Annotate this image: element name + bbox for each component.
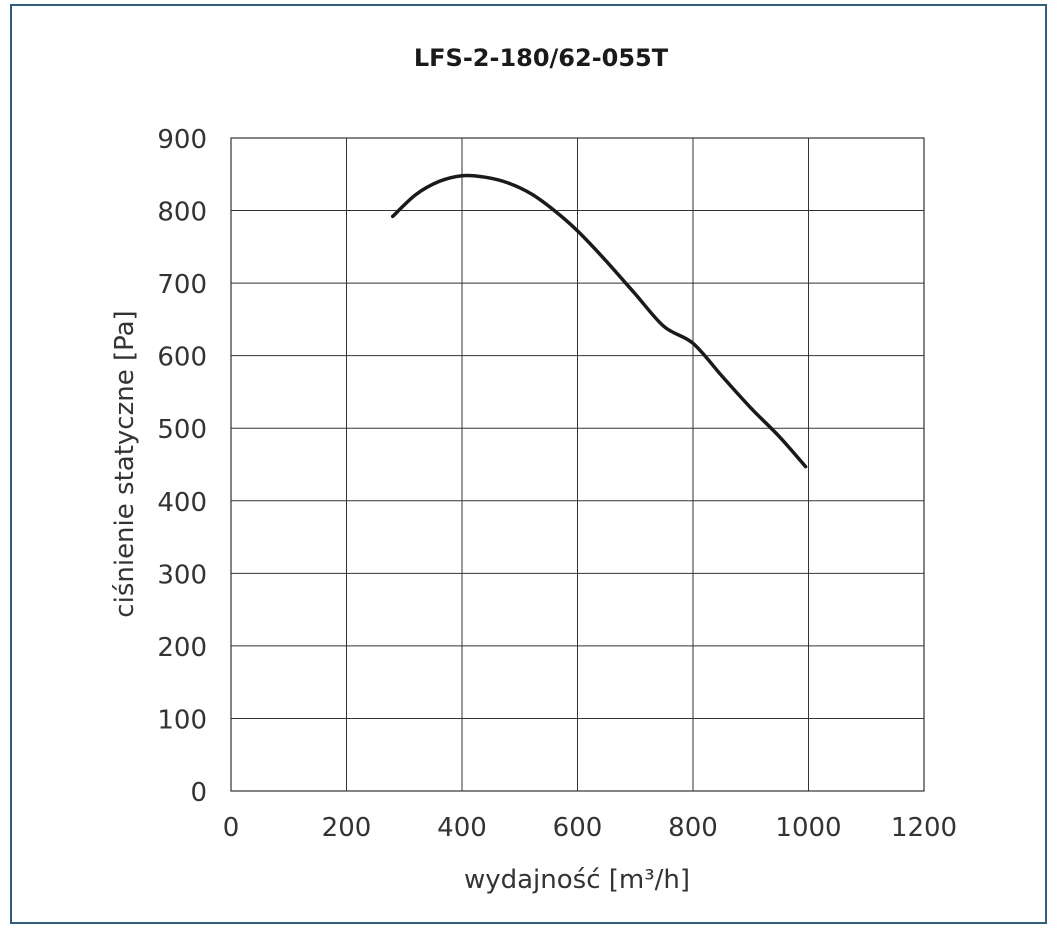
y-tick-label-400: 400 xyxy=(157,488,207,518)
y-tick-label-700: 700 xyxy=(157,270,207,300)
x-tick-label-1200: 1200 xyxy=(891,813,957,843)
x-tick-label-1000: 1000 xyxy=(775,813,841,843)
y-tick-label-500: 500 xyxy=(157,415,207,445)
plot-area-border xyxy=(230,137,925,792)
y-tick-label-600: 600 xyxy=(157,343,207,373)
x-tick-label-800: 800 xyxy=(668,813,718,843)
x-tick-label-400: 400 xyxy=(437,813,487,843)
chart-frame xyxy=(10,4,1047,924)
chart-title: LFS-2-180/62-055T xyxy=(414,44,669,72)
x-tick-label-0: 0 xyxy=(223,813,240,843)
x-tick-label-600: 600 xyxy=(553,813,603,843)
y-tick-label-800: 800 xyxy=(157,198,207,228)
y-axis-label: ciśnienie statyczne [Pa] xyxy=(110,310,140,617)
grid-lines xyxy=(231,138,924,791)
y-axis-ticks: 0 100 200 300 400 500 600 700 800 900 xyxy=(157,125,207,808)
y-tick-label-200: 200 xyxy=(157,633,207,663)
series-line-pressure-curve xyxy=(390,173,808,469)
series-group xyxy=(390,173,808,469)
y-tick-label-300: 300 xyxy=(157,560,207,590)
y-tick-label-900: 900 xyxy=(157,125,207,155)
y-tick-label-100: 100 xyxy=(157,705,207,735)
x-axis-ticks: 0 200 400 600 800 1000 1200 xyxy=(223,813,957,843)
x-tick-label-200: 200 xyxy=(322,813,372,843)
y-tick-label-0: 0 xyxy=(190,778,207,808)
x-axis-label: wydajność [m³/h] xyxy=(464,865,690,895)
